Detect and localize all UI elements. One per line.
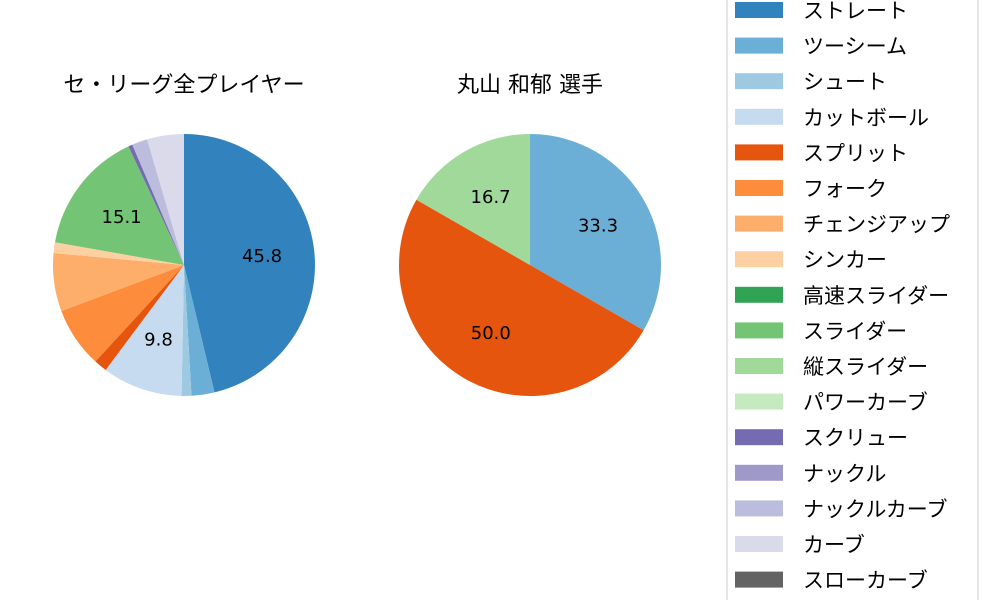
legend-swatch [735,144,783,161]
league-pie-labels: 45.8 9.8 15.1 [102,207,283,350]
pie-slice [128,144,184,265]
slice-value-label: 9.8 [144,329,173,350]
legend-swatch [735,251,783,268]
legend-swatch [735,500,783,517]
legend-item: ツーシーム [735,35,907,59]
pie-slice [184,134,315,393]
legend-frame [726,0,979,600]
legend-label: ツーシーム [803,35,907,59]
legend-item: 縦スライダー [735,355,928,379]
legend-swatch [735,358,783,374]
legend-item: シュート [735,70,887,94]
legend-swatch [735,464,783,481]
pie-slice [61,265,184,362]
pie-slice [95,265,184,370]
pie-slice [416,133,530,265]
legend-swatch [735,108,783,125]
legend-label: パワーカーブ [803,391,928,415]
legend-swatch [735,322,783,339]
legend-label: スローカーブ [803,569,928,593]
legend-label: スクリュー [803,426,908,450]
legend-swatch [735,286,783,303]
legend-swatch [735,180,783,196]
legend-label: ナックルカーブ [803,497,947,521]
legend-label: ストレート [803,0,908,23]
legend-items: ストレートツーシームシュートカットボールスプリットフォークチェンジアップシンカー… [735,0,950,593]
legend-swatch [735,571,783,588]
legend-label: スプリット [803,141,908,165]
legend-item: チェンジアップ [735,213,950,237]
legend-label: チェンジアップ [803,213,950,237]
pie-slice [184,265,215,396]
pie-slice [530,134,662,331]
legend-swatch [735,393,783,410]
legend-item: カットボール [735,106,929,130]
legend-item: ナックル [735,462,886,486]
player-pie-labels: 33.3 50.0 16.7 [471,187,618,344]
legend-swatch [735,429,783,446]
pie-slice [132,139,184,265]
legend-label: ナックル [803,462,886,486]
legend-item: カーブ [735,533,865,557]
legend-label: カーブ [803,533,865,557]
slice-value-label: 50.0 [471,323,511,344]
legend-label: 縦スライダー [803,355,928,379]
legend-item: シンカー [735,248,887,272]
legend: ストレートツーシームシュートカットボールスプリットフォークチェンジアップシンカー… [726,0,979,600]
pie-slice [53,242,184,265]
league-pie-title: セ・リーグ全プレイヤー [63,73,304,98]
legend-item: スプリット [735,141,908,165]
league-pie-chart: セ・リーグ全プレイヤー 45.8 9.8 15.1 [52,73,315,397]
pie-slice [105,265,184,396]
pie-slice [398,199,644,397]
pie-slice [147,134,184,265]
legend-item: スローカーブ [735,569,928,593]
player-pie-slices [398,133,662,397]
player-pie-chart: 丸山 和郁 選手 33.3 50.0 16.7 [398,73,662,397]
legend-swatch [735,73,783,90]
legend-item: スライダー [735,319,907,343]
slice-value-label: 15.1 [102,207,142,228]
legend-item: ナックルカーブ [735,497,947,521]
legend-swatch [735,37,783,54]
legend-item: ストレート [735,0,908,23]
legend-label: シュート [803,70,887,94]
pie-slice [54,146,184,265]
legend-label: シンカー [803,248,887,272]
legend-swatch [735,536,783,552]
player-pie-title: 丸山 和郁 選手 [457,73,603,98]
legend-label: カットボール [803,106,929,130]
slice-value-label: 16.7 [471,187,511,208]
legend-label: スライダー [803,319,907,343]
pie-slice [181,265,192,397]
pie-slice [52,252,185,311]
legend-item: パワーカーブ [735,391,928,415]
legend-label: フォーク [803,177,887,201]
legend-item: 高速スライダー [735,284,949,308]
league-pie-slices [52,134,315,397]
legend-item: スクリュー [735,426,908,450]
legend-swatch [735,215,783,232]
legend-swatch [735,2,783,18]
slice-value-label: 45.8 [242,246,282,267]
legend-item: フォーク [735,177,887,201]
legend-label: 高速スライダー [803,284,949,308]
slice-value-label: 33.3 [578,216,618,237]
